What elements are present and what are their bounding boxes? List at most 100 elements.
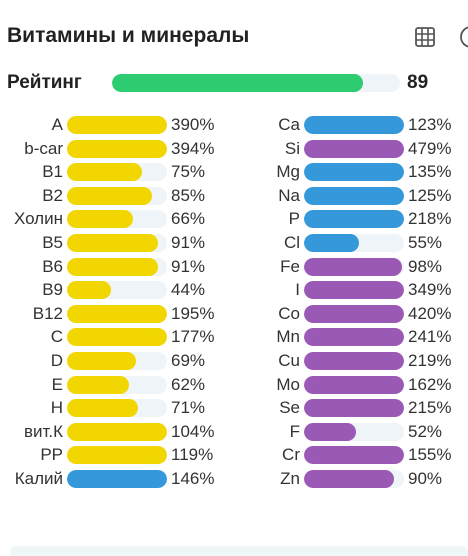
vitamin-bar (67, 210, 167, 229)
vitamin-bar (67, 328, 167, 347)
mineral-bar-fill (304, 210, 404, 229)
mineral-row: Mn 241% (234, 326, 468, 349)
minerals-column: Ca 123% Si 479% Mg 135% Na 125% P 218% Cl 55% Fe 98% I… (234, 114, 468, 492)
vitamin-bar-fill (67, 304, 167, 323)
vitamin-bar (67, 422, 167, 441)
vitamin-label: D (50, 350, 63, 370)
mineral-value: 135% (408, 162, 452, 182)
mineral-value: 55% (408, 232, 443, 252)
vitamin-bar (67, 351, 167, 370)
table-grid-icon[interactable] (411, 23, 439, 51)
vitamin-value: 394% (171, 138, 215, 158)
mineral-bar-fill (304, 422, 356, 441)
vitamin-bar (67, 186, 167, 205)
vitamin-value: 44% (171, 280, 206, 300)
mineral-label: Zn (280, 468, 300, 488)
mineral-bar-fill (304, 351, 404, 370)
mineral-label: Cl (283, 232, 300, 252)
mineral-bar (304, 281, 404, 300)
vitamin-row: B9 44% (0, 279, 230, 302)
vitamin-bar (67, 446, 167, 465)
vitamin-bar (67, 304, 167, 323)
vitamin-bar-fill (67, 351, 136, 370)
mineral-value: 241% (408, 327, 452, 347)
mineral-row: Zn 90% (234, 468, 468, 491)
mineral-bar (304, 139, 404, 158)
vitamin-row: Калий 146% (0, 468, 230, 491)
vitamin-bar-fill (67, 446, 167, 465)
vitamin-row: B2 85% (0, 185, 230, 208)
mineral-bar-fill (304, 116, 404, 134)
mineral-bar (304, 233, 404, 252)
mineral-row: P 218% (234, 208, 468, 231)
mineral-bar-fill (304, 139, 404, 158)
mineral-row: Fe 98% (234, 256, 468, 279)
vitamin-label: B5 (42, 232, 63, 252)
mineral-row: Cr 155% (234, 444, 468, 467)
vitamin-value: 177% (171, 327, 215, 347)
mineral-value: 123% (408, 115, 452, 134)
vitamins-column: A 390% b-car 394% B1 75% B2 85% Холин 66% B5 91% B6 9… (0, 114, 230, 492)
vitamin-value: 146% (171, 468, 215, 488)
mineral-label: Fe (280, 256, 300, 276)
rating-value: 89 (407, 72, 429, 93)
mineral-bar (304, 399, 404, 418)
vitamin-bar-fill (67, 375, 129, 394)
mineral-bar-fill (304, 233, 359, 252)
vitamin-bar-fill (67, 281, 111, 300)
vitamin-value: 62% (171, 374, 206, 394)
mineral-value: 218% (408, 209, 452, 229)
panel-header: Витамины и минералы ? (7, 22, 468, 52)
vitamin-label: B6 (42, 256, 63, 276)
mineral-bar (304, 116, 404, 134)
vitamin-bar (67, 469, 167, 488)
vitamin-label: b-car (24, 138, 63, 158)
mineral-bar (304, 422, 404, 441)
vitamin-row: C 177% (0, 326, 230, 349)
vitamin-bar-fill (67, 422, 167, 441)
vitamin-row: вит.К 104% (0, 421, 230, 444)
mineral-value: 420% (408, 303, 452, 323)
vitamin-bar (67, 399, 167, 418)
vitamin-label: E (51, 374, 63, 394)
vitamin-value: 195% (171, 303, 215, 323)
vitamin-row: E 62% (0, 374, 230, 397)
mineral-label: Si (284, 138, 300, 158)
vitamin-label: PP (40, 445, 63, 465)
mineral-bar (304, 375, 404, 394)
rating-row: Рейтинг 89 (7, 70, 468, 96)
vitamin-bar-fill (67, 116, 167, 134)
mineral-value: 155% (408, 445, 452, 465)
mineral-value: 479% (408, 138, 452, 158)
mineral-row: Mo 162% (234, 374, 468, 397)
mineral-row: Se 215% (234, 397, 468, 420)
mineral-row: Co 420% (234, 303, 468, 326)
vitamin-value: 71% (171, 398, 206, 418)
mineral-label: Co (278, 303, 300, 323)
vitamin-value: 66% (171, 209, 206, 229)
mineral-bar (304, 351, 404, 370)
vitamin-bar (67, 139, 167, 158)
mineral-value: 125% (408, 185, 452, 205)
vitamin-bar (67, 233, 167, 252)
vitamin-label: B9 (42, 280, 63, 300)
mineral-label: Mg (276, 162, 300, 182)
vitamin-label: Холин (13, 209, 63, 229)
vitamin-row: A 390% (0, 114, 230, 137)
vitamin-label: Калий (14, 468, 63, 488)
mineral-value: 349% (408, 280, 452, 300)
mineral-bar (304, 446, 404, 465)
mineral-row: F 52% (234, 421, 468, 444)
mineral-value: 219% (408, 350, 452, 370)
mineral-bar-fill (304, 257, 402, 276)
vitamin-value: 75% (171, 162, 206, 182)
mineral-bar-fill (304, 328, 404, 347)
mineral-label: Cu (278, 350, 300, 370)
vitamin-bar-fill (67, 233, 158, 252)
vitamin-value: 119% (171, 445, 214, 465)
vitamin-row: B6 91% (0, 256, 230, 279)
mineral-label: Cr (282, 445, 300, 465)
help-circle-icon[interactable]: ? (453, 23, 468, 51)
mineral-label: Ca (278, 115, 300, 134)
mineral-row: Si 479% (234, 138, 468, 161)
